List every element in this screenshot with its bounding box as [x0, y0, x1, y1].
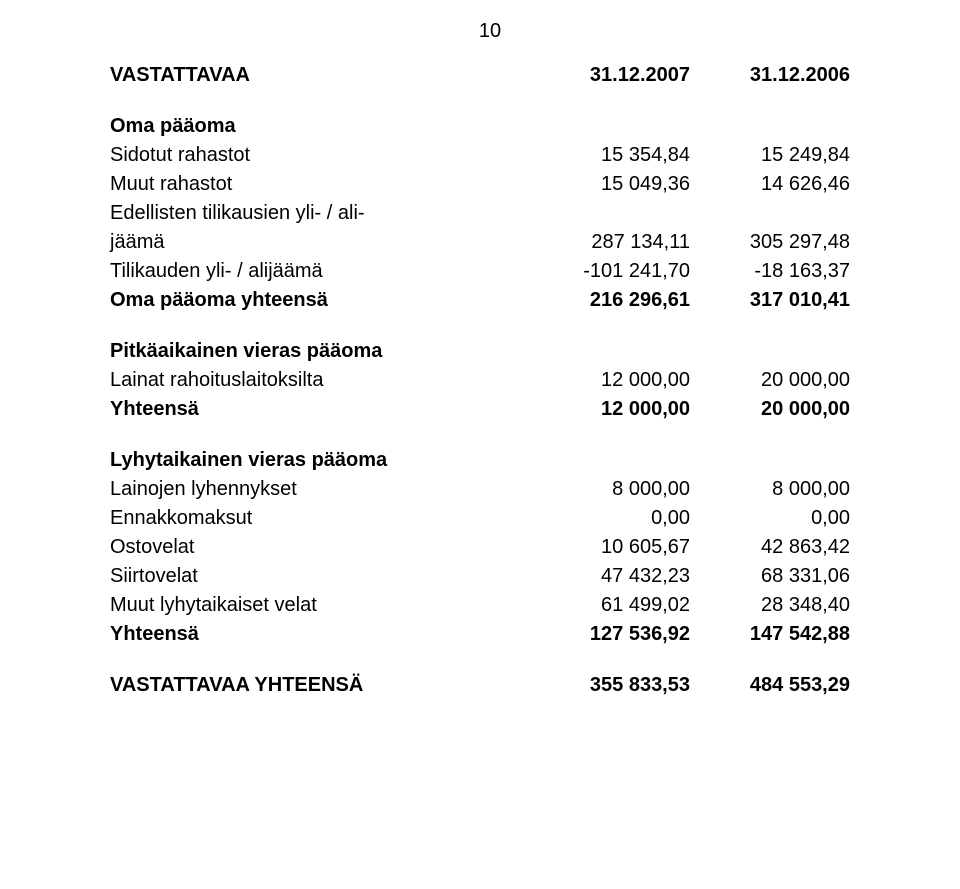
row-value: -101 241,70: [530, 257, 690, 286]
page-number: 10: [110, 20, 870, 43]
section-title-label: Oma pääoma: [110, 112, 530, 141]
data-row: Lainojen lyhennykset 8 000,00 8 000,00: [110, 475, 870, 504]
total-label: Oma pääoma yhteensä: [110, 286, 530, 315]
row-value: 14 626,46: [690, 170, 850, 199]
row-label: Edellisten tilikausien yli- / ali-: [110, 199, 530, 228]
header-col1: 31.12.2007: [530, 61, 690, 90]
header-col2: 31.12.2006: [690, 61, 850, 90]
row-value: 10 605,67: [530, 533, 690, 562]
row-value: 68 331,06: [690, 562, 850, 591]
header-title: VASTATTAVAA: [110, 61, 530, 90]
data-row: Muut rahastot 15 049,36 14 626,46: [110, 170, 870, 199]
total-value: 127 536,92: [530, 620, 690, 649]
row-value: 8 000,00: [690, 475, 850, 504]
row-value: 0,00: [530, 504, 690, 533]
row-value: 42 863,42: [690, 533, 850, 562]
data-row: Muut lyhytaikaiset velat 61 499,02 28 34…: [110, 591, 870, 620]
row-value: 15 354,84: [530, 141, 690, 170]
row-value: 287 134,11: [530, 228, 690, 257]
total-label: Yhteensä: [110, 620, 530, 649]
row-label: Sidotut rahastot: [110, 141, 530, 170]
row-label: Siirtovelat: [110, 562, 530, 591]
row-value: 12 000,00: [530, 366, 690, 395]
grand-total-value: 355 833,53: [530, 671, 690, 700]
document-page: 10 VASTATTAVAA 31.12.2007 31.12.2006 Oma…: [0, 0, 960, 889]
data-row: Tilikauden yli- / alijäämä -101 241,70 -…: [110, 257, 870, 286]
data-row: Lainat rahoituslaitoksilta 12 000,00 20 …: [110, 366, 870, 395]
section-title-label: Pitkäaikainen vieras pääoma: [110, 337, 530, 366]
row-label: Tilikauden yli- / alijäämä: [110, 257, 530, 286]
section-total: Yhteensä 127 536,92 147 542,88: [110, 620, 870, 649]
data-row: Edellisten tilikausien yli- / ali-: [110, 199, 870, 228]
row-value: 20 000,00: [690, 366, 850, 395]
row-value: 61 499,02: [530, 591, 690, 620]
section-total: Yhteensä 12 000,00 20 000,00: [110, 395, 870, 424]
data-row: Ostovelat 10 605,67 42 863,42: [110, 533, 870, 562]
data-row: Ennakkomaksut 0,00 0,00: [110, 504, 870, 533]
row-value: 8 000,00: [530, 475, 690, 504]
header-row: VASTATTAVAA 31.12.2007 31.12.2006: [110, 61, 870, 90]
data-row: Sidotut rahastot 15 354,84 15 249,84: [110, 141, 870, 170]
row-value: 47 432,23: [530, 562, 690, 591]
row-label: Muut rahastot: [110, 170, 530, 199]
total-label: Yhteensä: [110, 395, 530, 424]
row-value: 15 249,84: [690, 141, 850, 170]
grand-total-row: VASTATTAVAA YHTEENSÄ 355 833,53 484 553,…: [110, 671, 870, 700]
row-value: 305 297,48: [690, 228, 850, 257]
row-value: 28 348,40: [690, 591, 850, 620]
row-label: Ennakkomaksut: [110, 504, 530, 533]
section-title: Pitkäaikainen vieras pääoma: [110, 337, 870, 366]
total-value: 20 000,00: [690, 395, 850, 424]
total-value: 216 296,61: [530, 286, 690, 315]
data-row: jäämä 287 134,11 305 297,48: [110, 228, 870, 257]
row-value: -18 163,37: [690, 257, 850, 286]
grand-total-value: 484 553,29: [690, 671, 850, 700]
row-label: Lainojen lyhennykset: [110, 475, 530, 504]
section-total: Oma pääoma yhteensä 216 296,61 317 010,4…: [110, 286, 870, 315]
total-value: 147 542,88: [690, 620, 850, 649]
section-title-label: Lyhytaikainen vieras pääoma: [110, 446, 530, 475]
total-value: 12 000,00: [530, 395, 690, 424]
grand-total-label: VASTATTAVAA YHTEENSÄ: [110, 671, 530, 700]
row-value: 15 049,36: [530, 170, 690, 199]
row-label: Ostovelat: [110, 533, 530, 562]
row-label: jäämä: [110, 228, 530, 257]
total-value: 317 010,41: [690, 286, 850, 315]
section-title: Oma pääoma: [110, 112, 870, 141]
section-title: Lyhytaikainen vieras pääoma: [110, 446, 870, 475]
data-row: Siirtovelat 47 432,23 68 331,06: [110, 562, 870, 591]
row-label: Muut lyhytaikaiset velat: [110, 591, 530, 620]
row-value: 0,00: [690, 504, 850, 533]
row-label: Lainat rahoituslaitoksilta: [110, 366, 530, 395]
